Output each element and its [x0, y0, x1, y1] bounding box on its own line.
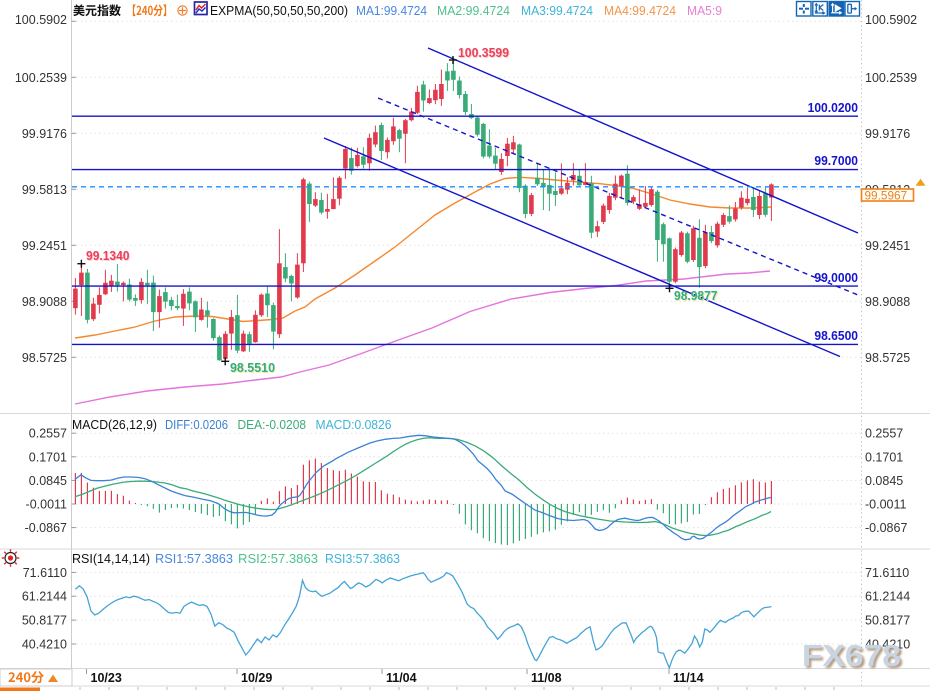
svg-text:98.9088: 98.9088 [22, 295, 67, 309]
svg-text:10/29: 10/29 [241, 671, 272, 685]
svg-text:99.5967: 99.5967 [865, 188, 908, 202]
svg-text:-0.0867: -0.0867 [25, 521, 67, 535]
svg-text:98.5510: 98.5510 [230, 360, 275, 375]
svg-text:0.2557: 0.2557 [865, 427, 903, 441]
svg-text:11/04: 11/04 [386, 671, 417, 685]
svg-text:71.6110: 71.6110 [865, 566, 909, 580]
svg-text:100.5902: 100.5902 [865, 13, 917, 27]
svg-text:EXPMA(50,50,50,50,200): EXPMA(50,50,50,50,200) [210, 3, 348, 18]
svg-text:98.9877: 98.9877 [674, 288, 718, 303]
svg-text:MA3:99.4724: MA3:99.4724 [521, 3, 593, 18]
svg-text:MA5:9: MA5:9 [687, 3, 722, 18]
svg-text:RSI1:57.3863: RSI1:57.3863 [155, 551, 233, 566]
svg-text:98.9088: 98.9088 [865, 295, 910, 309]
svg-text:FX678: FX678 [802, 638, 901, 673]
svg-text:RSI(14,14,14): RSI(14,14,14) [72, 551, 150, 566]
svg-text:71.6110: 71.6110 [23, 566, 67, 580]
svg-text:-0.0867: -0.0867 [865, 521, 907, 535]
svg-text:99.0000: 99.0000 [814, 270, 858, 285]
svg-text:99.1340: 99.1340 [86, 248, 130, 263]
svg-text:50.8177: 50.8177 [22, 614, 67, 628]
svg-text:MACD:0.0826: MACD:0.0826 [316, 417, 392, 432]
svg-text:11/08: 11/08 [531, 671, 562, 685]
svg-text:DEA:-0.0208: DEA:-0.0208 [238, 417, 307, 432]
svg-text:100.2539: 100.2539 [865, 71, 917, 85]
svg-text:-0.0011: -0.0011 [26, 498, 68, 512]
svg-text:98.6500: 98.6500 [814, 328, 858, 343]
svg-text:99.9176: 99.9176 [22, 127, 67, 141]
svg-text:0.1701: 0.1701 [865, 450, 903, 464]
svg-text:0.0845: 0.0845 [865, 474, 903, 488]
svg-text:99.5813: 99.5813 [22, 183, 67, 197]
svg-text:11/14: 11/14 [673, 671, 704, 685]
svg-text:0.1701: 0.1701 [29, 450, 67, 464]
svg-text:-0.0011: -0.0011 [865, 498, 907, 512]
svg-text:99.7000: 99.7000 [814, 153, 858, 168]
svg-text:RSI3:57.3863: RSI3:57.3863 [325, 551, 400, 566]
svg-text:MA4:99.4724: MA4:99.4724 [604, 3, 676, 18]
svg-text:DIFF:0.0206: DIFF:0.0206 [165, 417, 228, 432]
svg-text:0.2557: 0.2557 [29, 427, 67, 441]
svg-text:61.2144: 61.2144 [22, 590, 67, 604]
svg-text:0.0845: 0.0845 [29, 474, 67, 488]
svg-text:40.4210: 40.4210 [22, 638, 67, 652]
svg-text:50.8177: 50.8177 [865, 614, 910, 628]
svg-text:61.2144: 61.2144 [865, 590, 910, 604]
svg-text:100.5902: 100.5902 [15, 13, 67, 27]
svg-text:98.5725: 98.5725 [865, 351, 910, 365]
svg-text:99.2451: 99.2451 [22, 239, 67, 253]
svg-text:RSI2:57.3863: RSI2:57.3863 [238, 551, 318, 566]
svg-text:99.9176: 99.9176 [865, 127, 910, 141]
svg-text:MA1:99.4724: MA1:99.4724 [356, 3, 427, 18]
svg-text:98.5725: 98.5725 [22, 351, 67, 365]
svg-text:MACD(26,12,9): MACD(26,12,9) [72, 417, 157, 432]
svg-text:100.0200: 100.0200 [808, 100, 858, 115]
svg-text:10/23: 10/23 [91, 671, 122, 685]
svg-text:40.4210: 40.4210 [865, 638, 910, 652]
svg-text:100.3599: 100.3599 [458, 45, 509, 60]
svg-text:99.2451: 99.2451 [865, 239, 910, 253]
svg-text:MA2:99.4724: MA2:99.4724 [437, 3, 510, 18]
svg-text:100.2539: 100.2539 [15, 71, 67, 85]
